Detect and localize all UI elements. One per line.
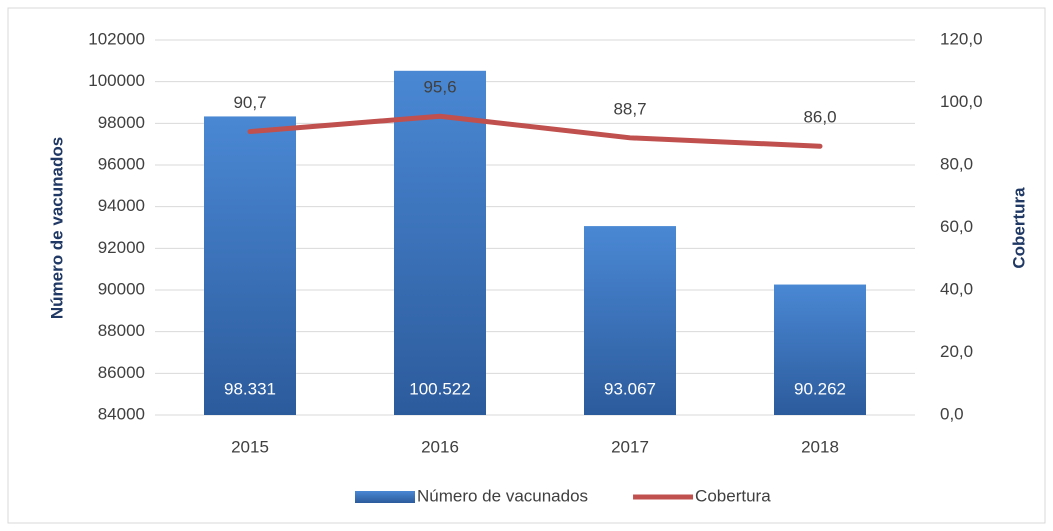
y2-tick-label: 60,0	[940, 217, 973, 236]
bar-value-label: 90.262	[794, 379, 846, 398]
y2-tick-label: 100,0	[940, 92, 983, 111]
bar	[394, 70, 486, 416]
legend-swatch	[355, 491, 415, 503]
line-value-label: 86,0	[803, 108, 836, 127]
y2-tick-label: 80,0	[940, 154, 973, 173]
y-tick-label: 100000	[88, 71, 145, 90]
line	[247, 113, 823, 149]
y2-tick-label: 120,0	[940, 29, 983, 48]
x-tick-label: 2016	[421, 437, 459, 456]
line-value-label: 95,6	[423, 78, 456, 97]
y-tick-label: 88000	[98, 321, 145, 340]
y-tick-label: 98000	[98, 113, 145, 132]
y2-axis-title: Cobertura	[1009, 187, 1028, 269]
y-tick-label: 92000	[98, 238, 145, 257]
bar-value-label: 98.331	[224, 379, 276, 398]
x-tick-label: 2017	[611, 437, 649, 456]
line-value-label: 90,7	[233, 93, 266, 112]
y2-tick-label: 40,0	[940, 279, 973, 298]
y-tick-label: 94000	[98, 196, 145, 215]
y2-tick-label: 0,0	[940, 404, 964, 423]
legend-label: Número de vacunados	[417, 486, 588, 505]
x-tick-label: 2015	[231, 437, 269, 456]
bar-value-label: 100.522	[409, 379, 470, 398]
x-tick-label: 2018	[801, 437, 839, 456]
y2-tick-label: 20,0	[940, 342, 973, 361]
y-tick-label: 102000	[88, 29, 145, 48]
bar	[204, 116, 296, 415]
y-tick-label: 86000	[98, 363, 145, 382]
chart-border	[7, 7, 1046, 524]
y-tick-label: 96000	[98, 154, 145, 173]
bar	[774, 284, 866, 415]
y-tick-label: 90000	[98, 279, 145, 298]
legend-label: Cobertura	[695, 486, 771, 505]
line-value-label: 88,7	[613, 99, 646, 118]
y-tick-label: 84000	[98, 404, 145, 423]
bar	[584, 226, 676, 415]
y-axis-title: Número de vacunados	[47, 137, 66, 319]
bar-value-label: 93.067	[604, 379, 656, 398]
